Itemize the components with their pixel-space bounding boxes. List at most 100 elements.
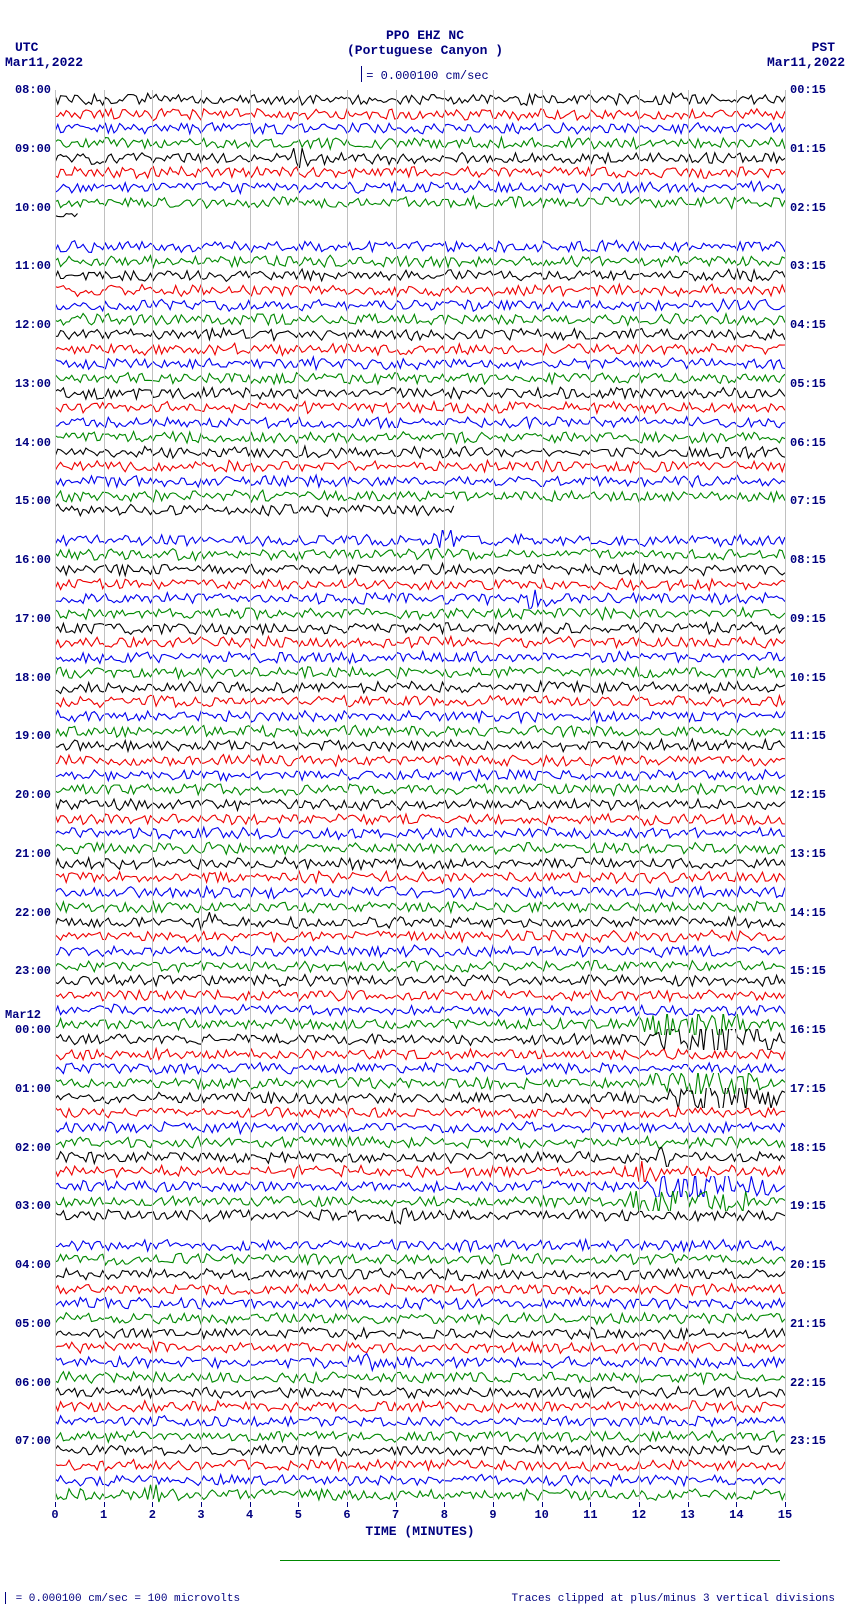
y-tick-right: 20:15 <box>790 1258 826 1272</box>
y-tick-right: 06:15 <box>790 436 826 450</box>
x-tickmark <box>201 1502 202 1507</box>
y-tick-left: 20:00 <box>3 788 51 802</box>
y-tick-right: 10:15 <box>790 671 826 685</box>
y-tick-left: 00:00 <box>3 1023 51 1037</box>
x-tickmark <box>639 1502 640 1507</box>
y-tick-right: 02:15 <box>790 201 826 215</box>
date-right: Mar11,2022 <box>767 55 845 70</box>
x-tick-label: 9 <box>489 1508 496 1522</box>
tz-right: PST <box>812 40 835 55</box>
y-tick-right: 13:15 <box>790 847 826 861</box>
y-tick-right: 21:15 <box>790 1317 826 1331</box>
y-tick-left: 14:00 <box>3 436 51 450</box>
x-tickmark <box>396 1502 397 1507</box>
gridline <box>396 90 397 1500</box>
x-tickmark <box>55 1502 56 1507</box>
y-tick-left: 05:00 <box>3 1317 51 1331</box>
x-tickmark <box>785 1502 786 1507</box>
y-tick-left: 23:00 <box>3 964 51 978</box>
gridline <box>201 90 202 1500</box>
y-tick-left: 10:00 <box>3 201 51 215</box>
x-tickmark <box>104 1502 105 1507</box>
y-tick-right: 22:15 <box>790 1376 826 1390</box>
x-tickmark <box>736 1502 737 1507</box>
x-tick-label: 0 <box>51 1508 58 1522</box>
y-tick-right: 14:15 <box>790 906 826 920</box>
gridline <box>736 90 737 1500</box>
chart-title: PPO EHZ NC <box>0 28 850 43</box>
x-tickmark <box>493 1502 494 1507</box>
x-tick-label: 11 <box>583 1508 597 1522</box>
y-tick-right: 19:15 <box>790 1199 826 1213</box>
x-tick-label: 5 <box>295 1508 302 1522</box>
y-tick-left: 06:00 <box>3 1376 51 1390</box>
footer-clip-note: Traces clipped at plus/minus 3 vertical … <box>512 1593 835 1605</box>
trace-row <box>55 1484 785 1505</box>
footer-scale: = 0.000100 cm/sec = 100 microvolts <box>2 1592 240 1605</box>
tz-left: UTC <box>15 40 38 55</box>
y-tick-left: 03:00 <box>3 1199 51 1213</box>
gridline <box>347 90 348 1500</box>
gridline <box>250 90 251 1500</box>
y-tick-right: 07:15 <box>790 494 826 508</box>
y-tick-left: 04:00 <box>3 1258 51 1272</box>
x-tickmark <box>250 1502 251 1507</box>
gridline <box>785 90 786 1500</box>
y-tick-right: 04:15 <box>790 318 826 332</box>
x-tick-label: 6 <box>343 1508 350 1522</box>
x-tick-label: 8 <box>441 1508 448 1522</box>
x-tick-label: 2 <box>149 1508 156 1522</box>
gridline <box>493 90 494 1500</box>
gridline <box>542 90 543 1500</box>
y-tick-left: 18:00 <box>3 671 51 685</box>
y-tick-left: 09:00 <box>3 142 51 156</box>
y-tick-left: 07:00 <box>3 1434 51 1448</box>
x-tickmark <box>152 1502 153 1507</box>
gridline <box>688 90 689 1500</box>
y-tick-left: 16:00 <box>3 553 51 567</box>
y-tick-right: 09:15 <box>790 612 826 626</box>
y-tick-left: 17:00 <box>3 612 51 626</box>
y-tick-right: 17:15 <box>790 1082 826 1096</box>
y-tick-right: 08:15 <box>790 553 826 567</box>
gridline <box>298 90 299 1500</box>
x-tick-label: 4 <box>246 1508 253 1522</box>
x-tickmark <box>590 1502 591 1507</box>
gridline <box>152 90 153 1500</box>
y-tick-left: 11:00 <box>3 259 51 273</box>
x-tick-label: 7 <box>392 1508 399 1522</box>
y-tick-left: 08:00 <box>3 83 51 97</box>
y-tick-left: 02:00 <box>3 1141 51 1155</box>
y-tick-right: 12:15 <box>790 788 826 802</box>
y-tick-left: 12:00 <box>3 318 51 332</box>
x-tickmark <box>347 1502 348 1507</box>
chart-subtitle: (Portuguese Canyon ) <box>0 43 850 58</box>
y-tick-left: 13:00 <box>3 377 51 391</box>
x-tick-label: 3 <box>197 1508 204 1522</box>
gridline <box>444 90 445 1500</box>
x-tick-label: 15 <box>778 1508 792 1522</box>
helicorder-plot <box>55 90 785 1500</box>
y-tick-right: 00:15 <box>790 83 826 97</box>
y-tick-left: 21:00 <box>3 847 51 861</box>
y-tick-left: 19:00 <box>3 729 51 743</box>
x-tickmark <box>688 1502 689 1507</box>
scale-bar-icon <box>361 66 362 82</box>
gridline <box>639 90 640 1500</box>
gridline <box>55 90 56 1500</box>
footer-line <box>280 1560 780 1561</box>
x-tick-label: 12 <box>632 1508 646 1522</box>
gridline <box>104 90 105 1500</box>
y-tick-left: 22:00 <box>3 906 51 920</box>
x-tick-label: 13 <box>680 1508 694 1522</box>
y-tick-right: 23:15 <box>790 1434 826 1448</box>
x-tick-label: 10 <box>534 1508 548 1522</box>
y-tick-right: 15:15 <box>790 964 826 978</box>
day-break-label: Mar12 <box>5 1008 41 1022</box>
x-tick-label: 14 <box>729 1508 743 1522</box>
x-tickmark <box>298 1502 299 1507</box>
y-tick-right: 05:15 <box>790 377 826 391</box>
y-tick-right: 16:15 <box>790 1023 826 1037</box>
scale-note: = 0.000100 cm/sec <box>0 68 850 84</box>
y-tick-left: 01:00 <box>3 1082 51 1096</box>
